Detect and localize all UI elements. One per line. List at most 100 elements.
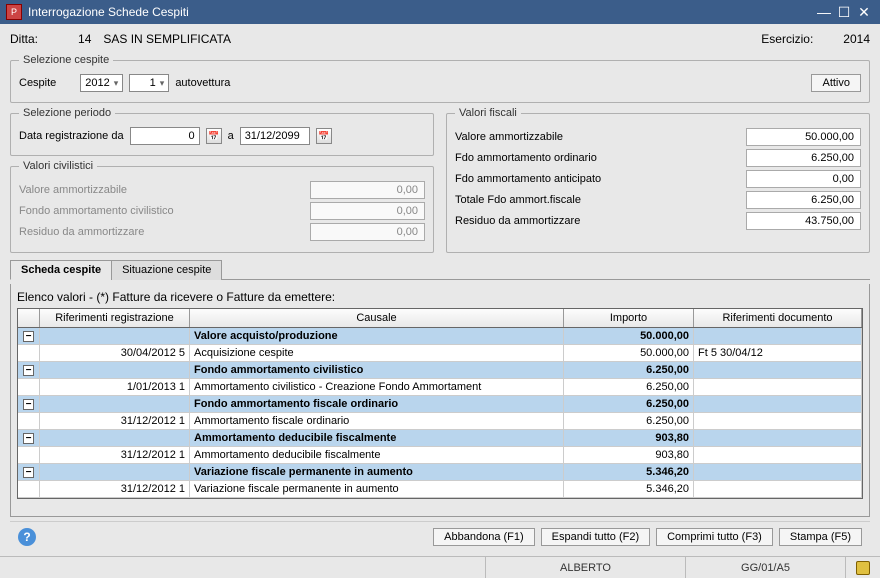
date-to-input[interactable] xyxy=(240,127,310,145)
window-title: Interrogazione Schede Cespiti xyxy=(28,5,814,19)
cespite-year-dropdown[interactable]: 2012▾ xyxy=(80,74,123,92)
espandi-tutto-button[interactable]: Espandi tutto (F2) xyxy=(541,528,650,546)
cell-importo: 903,80 xyxy=(564,430,694,446)
val-value: 6.250,00 xyxy=(746,191,861,209)
collapse-icon[interactable]: − xyxy=(23,399,34,410)
cell-causale: Valore acquisto/produzione xyxy=(190,328,564,344)
collapse-icon[interactable]: − xyxy=(23,331,34,342)
help-icon[interactable]: ? xyxy=(18,528,36,546)
valore-fiscale-row: Fdo ammortamento anticipato0,00 xyxy=(455,170,861,188)
cell-riferimenti: 30/04/2012 5 xyxy=(40,345,190,361)
data-registrazione-label: Data registrazione da xyxy=(19,130,124,142)
cell-riferimenti xyxy=(40,328,190,344)
cell-causale: Ammortamento deducibile fiscalmente xyxy=(190,447,564,463)
cell-importo: 6.250,00 xyxy=(564,413,694,429)
grid-group-row[interactable]: − Valore acquisto/produzione50.000,00 xyxy=(18,328,862,345)
cell-documento xyxy=(694,396,862,412)
cespite-description: autovettura xyxy=(175,77,230,89)
abbandona-button[interactable]: Abbandona (F1) xyxy=(433,528,535,546)
date-from-input[interactable] xyxy=(130,127,200,145)
maximize-button[interactable]: ☐ xyxy=(834,4,854,21)
header-riferimenti: Riferimenti registrazione xyxy=(40,309,190,327)
cespite-num-dropdown[interactable]: 1▾ xyxy=(129,74,169,92)
cell-documento: Ft 5 30/04/12 xyxy=(694,345,862,361)
cell-riferimenti xyxy=(40,362,190,378)
val-value: 0,00 xyxy=(310,223,425,241)
calendar-to-icon[interactable]: 📅 xyxy=(316,128,332,144)
cell-causale: Acquisizione cespite xyxy=(190,345,564,361)
grid-group-row[interactable]: −Fondo ammortamento civilistico6.250,00 xyxy=(18,362,862,379)
grid-row[interactable]: 30/04/2012 5Acquisizione cespite50.000,0… xyxy=(18,345,862,362)
minimize-button[interactable]: — xyxy=(814,4,834,20)
valori-civilistici-legend: Valori civilistici xyxy=(19,160,97,172)
trash-icon xyxy=(856,561,870,575)
val-label: Fdo ammortamento anticipato xyxy=(455,173,746,185)
collapse-icon[interactable]: − xyxy=(23,365,34,376)
cell-expand xyxy=(18,447,40,463)
collapse-icon[interactable]: − xyxy=(23,433,34,444)
esercizio-year: 2014 xyxy=(843,32,870,46)
cell-riferimenti: 31/12/2012 1 xyxy=(40,413,190,429)
grid-group-row[interactable]: −Fondo ammortamento fiscale ordinario6.2… xyxy=(18,396,862,413)
selezione-cespite-group: Selezione cespite Cespite 2012▾ 1▾ autov… xyxy=(10,54,870,103)
selezione-periodo-legend: Selezione periodo xyxy=(19,107,115,119)
attivo-button[interactable]: Attivo xyxy=(811,74,861,92)
val-value: 6.250,00 xyxy=(746,149,861,167)
val-label: Valore ammortizzabile xyxy=(19,184,310,196)
grid-group-row[interactable]: −Variazione fiscale permanente in aument… xyxy=(18,464,862,481)
cell-causale: Fondo ammortamento civilistico xyxy=(190,362,564,378)
status-code: GG/01/A5 xyxy=(685,557,845,578)
cell-expand: − xyxy=(18,362,40,378)
cell-documento xyxy=(694,413,862,429)
cell-documento xyxy=(694,362,862,378)
valore-fiscale-row: Fdo ammortamento ordinario6.250,00 xyxy=(455,149,861,167)
grid-row[interactable]: 31/12/2012 1Variazione fiscale permanent… xyxy=(18,481,862,498)
selezione-cespite-legend: Selezione cespite xyxy=(19,54,113,66)
header-importo: Importo xyxy=(564,309,694,327)
valore-civilistico-row: Valore ammortizzabile0,00 xyxy=(19,181,425,199)
cell-documento xyxy=(694,447,862,463)
status-trash[interactable] xyxy=(845,557,880,578)
grid-body: −Valore acquisto/produzione50.000,0030/0… xyxy=(18,328,862,498)
cell-documento xyxy=(694,481,862,497)
cell-expand: − xyxy=(18,328,40,344)
a-label: a xyxy=(228,130,234,142)
grid-group-row[interactable]: −Ammortamento deducibile fiscalmente903,… xyxy=(18,430,862,447)
valore-civilistico-row: Fondo ammortamento civilistico0,00 xyxy=(19,202,425,220)
titlebar[interactable]: P Interrogazione Schede Cespiti — ☐ ✕ xyxy=(0,0,880,24)
header-documento: Riferimenti documento xyxy=(694,309,862,327)
tab-situazione-cespite[interactable]: Situazione cespite xyxy=(111,260,222,280)
cell-causale: Ammortamento fiscale ordinario xyxy=(190,413,564,429)
cell-importo: 5.346,20 xyxy=(564,481,694,497)
chevron-down-icon: ▾ xyxy=(114,78,119,89)
valori-fiscali-legend: Valori fiscali xyxy=(455,107,521,119)
val-value: 0,00 xyxy=(746,170,861,188)
status-bar: ALBERTO GG/01/A5 xyxy=(0,556,880,578)
footer-buttons: ? Abbandona (F1) Espandi tutto (F2) Comp… xyxy=(10,521,870,552)
cell-riferimenti xyxy=(40,464,190,480)
cell-documento xyxy=(694,430,862,446)
cespite-label: Cespite xyxy=(19,77,56,89)
cell-documento xyxy=(694,328,862,344)
stampa-button[interactable]: Stampa (F5) xyxy=(779,528,862,546)
tab-bar: Scheda cespite Situazione cespite xyxy=(10,259,870,280)
grid-row[interactable]: 31/12/2012 1Ammortamento fiscale ordinar… xyxy=(18,413,862,430)
close-button[interactable]: ✕ xyxy=(854,4,874,21)
tab-scheda-cespite[interactable]: Scheda cespite xyxy=(10,260,112,280)
comprimi-tutto-button[interactable]: Comprimi tutto (F3) xyxy=(656,528,773,546)
collapse-icon[interactable]: − xyxy=(23,467,34,478)
cell-documento xyxy=(694,379,862,395)
cell-riferimenti xyxy=(40,396,190,412)
cell-riferimenti: 31/12/2012 1 xyxy=(40,481,190,497)
val-label: Totale Fdo ammort.fiscale xyxy=(455,194,746,206)
header-expand xyxy=(18,309,40,327)
valori-fiscali-group: Valori fiscali Valore ammortizzabile50.0… xyxy=(446,107,870,253)
grid-row[interactable]: 1/01/2013 1Ammortamento civilistico - Cr… xyxy=(18,379,862,396)
cell-importo: 50.000,00 xyxy=(564,328,694,344)
calendar-from-icon[interactable]: 📅 xyxy=(206,128,222,144)
val-label: Fdo ammortamento ordinario xyxy=(455,152,746,164)
list-title: Elenco valori - (*) Fatture da ricevere … xyxy=(17,290,863,304)
cell-expand: − xyxy=(18,464,40,480)
grid-row[interactable]: 31/12/2012 1Ammortamento deducibile fisc… xyxy=(18,447,862,464)
selezione-periodo-group: Selezione periodo Data registrazione da … xyxy=(10,107,434,156)
